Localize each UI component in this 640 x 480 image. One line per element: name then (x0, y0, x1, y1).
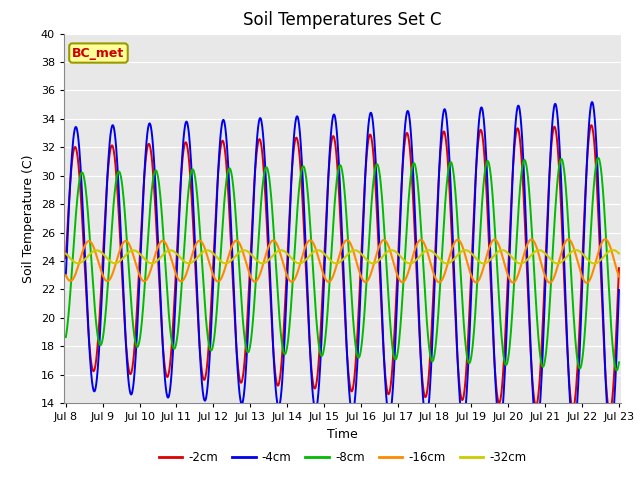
Legend: -2cm, -4cm, -8cm, -16cm, -32cm: -2cm, -4cm, -8cm, -16cm, -32cm (154, 446, 531, 468)
Title: Soil Temperatures Set C: Soil Temperatures Set C (243, 11, 442, 29)
Text: BC_met: BC_met (72, 47, 125, 60)
Y-axis label: Soil Temperature (C): Soil Temperature (C) (22, 154, 35, 283)
X-axis label: Time: Time (327, 428, 358, 441)
